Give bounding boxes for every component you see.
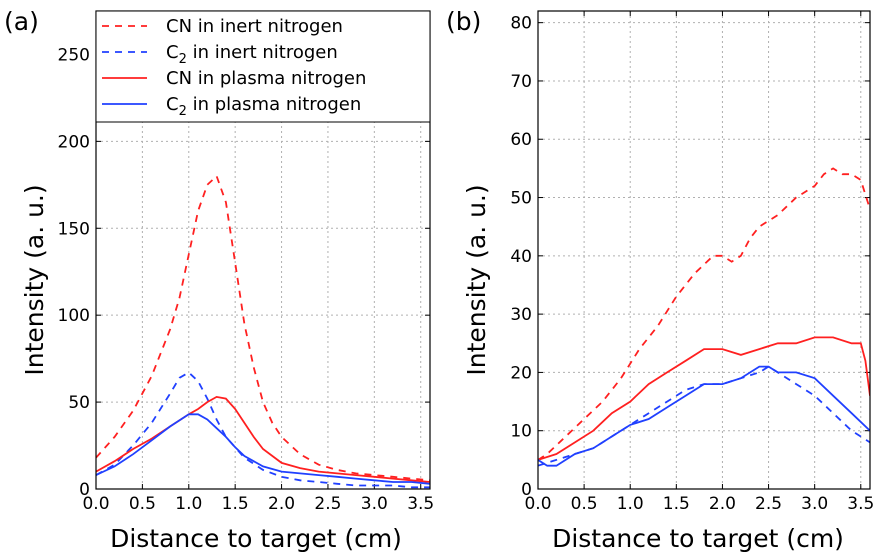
panel-b-xlabel: Distance to target (cm) bbox=[552, 524, 844, 553]
panel-b-ytick-label: 20 bbox=[510, 363, 532, 383]
legend-label-tail: in plasma nitrogen bbox=[187, 94, 361, 115]
panel-b-label: (b) bbox=[446, 7, 481, 36]
legend-label-main: C bbox=[166, 94, 179, 115]
panel-b-ytick-label: 70 bbox=[510, 72, 532, 92]
panel-b-ytick-label: 50 bbox=[510, 189, 532, 209]
panel-a-xtick-label: 1.0 bbox=[175, 494, 202, 514]
legend-label: C2 in plasma nitrogen bbox=[166, 94, 361, 119]
panel-b-ytick-label: 0 bbox=[521, 480, 532, 500]
panel-b-frame bbox=[537, 10, 871, 490]
panel-b-xtick-label: 0.5 bbox=[571, 494, 598, 514]
panel-b-xtick-label: 1.5 bbox=[663, 494, 690, 514]
panel-a-ticks: 0.0 0.5 1.0 1.5 2.0 2.5 3.0 3.5 0 50 100 150 200 250 bbox=[58, 11, 434, 514]
legend-label: C2 in inert nitrogen bbox=[166, 42, 338, 67]
panel-a-ytick-label: 0 bbox=[79, 480, 90, 500]
legend-box bbox=[95, 10, 431, 123]
panel-b-ylabel: Intensity (a. u.) bbox=[462, 184, 491, 375]
legend-label-subscript: 2 bbox=[179, 104, 187, 119]
panel-b-series bbox=[538, 167, 870, 467]
panel-b-xtick-label: 2.5 bbox=[755, 494, 782, 514]
legend-label: CN in inert nitrogen bbox=[166, 16, 343, 37]
legend-label-subscript: 2 bbox=[179, 52, 187, 67]
panel-b-ytick-label: 80 bbox=[510, 14, 532, 34]
panel-b-xtick-label: 3.5 bbox=[847, 494, 874, 514]
panel-a-ytick-label: 100 bbox=[58, 306, 90, 326]
panel-a-ytick-label: 50 bbox=[68, 393, 90, 413]
panel-a-xtick-label: 1.5 bbox=[222, 494, 249, 514]
legend-label-main: C bbox=[166, 42, 179, 63]
panel-a-xtick-label: 3.5 bbox=[407, 494, 434, 514]
panel-a-label: (a) bbox=[4, 7, 39, 36]
panel-a-series-c2-in-plasma-nitrogen bbox=[96, 413, 430, 485]
panel-b-ticks: 0.0 0.5 1.0 1.5 2.0 2.5 3.0 3.5 0 10 20 30 40 50 60 70 8… bbox=[510, 11, 874, 514]
panel-b-ytick-label: 10 bbox=[510, 422, 532, 442]
panel-b-series-cn-in-inert-nitrogen bbox=[538, 167, 870, 461]
panel-a-ylabel: Intensity (a. u.) bbox=[20, 184, 49, 375]
panel-a-xtick-label: 3.0 bbox=[361, 494, 388, 514]
panel-a-ytick-label: 200 bbox=[58, 132, 90, 152]
legend-label-main: CN in plasma nitrogen bbox=[166, 68, 366, 89]
panel-b-xtick-label: 0.0 bbox=[524, 494, 551, 514]
panel-a-series-cn-in-inert-nitrogen bbox=[96, 174, 430, 482]
panel-a-xtick-label: 0.5 bbox=[129, 494, 156, 514]
panel-b-series-c2-in-plasma-nitrogen bbox=[538, 365, 870, 467]
panel-a-ytick-label: 150 bbox=[58, 219, 90, 239]
panel-b: (b) 0.0 0.5 1.0 1.5 2.0 2.5 3.0 3.5 0 10 20 30 40 50 6… bbox=[446, 7, 874, 553]
panel-b-xtick-label: 1.0 bbox=[617, 494, 644, 514]
panel-b-ytick-label: 30 bbox=[510, 305, 532, 325]
panel-b-series-cn-in-plasma-nitrogen bbox=[538, 336, 870, 461]
panel-b-grid bbox=[537, 11, 870, 490]
panel-a-series-c2-in-inert-nitrogen bbox=[96, 371, 430, 489]
panel-a: (a) 0.0 0.5 1.0 1.5 2.0 2.5 3.0 3.5 0 50 100 150 200… bbox=[4, 7, 434, 553]
panel-b-xtick-label: 3.0 bbox=[801, 494, 828, 514]
panel-a-series bbox=[96, 174, 430, 489]
panel-b-xtick-label: 2.0 bbox=[709, 494, 736, 514]
panel-a-xlabel: Distance to target (cm) bbox=[110, 524, 402, 553]
panel-a-xtick-label: 2.0 bbox=[268, 494, 295, 514]
panel-a-xtick-label: 2.5 bbox=[314, 494, 341, 514]
legend-label-tail: in inert nitrogen bbox=[187, 42, 338, 63]
panel-a-xtick-label: 0.0 bbox=[82, 494, 109, 514]
panel-a-ytick-label: 250 bbox=[58, 45, 90, 65]
legend-label: CN in plasma nitrogen bbox=[166, 68, 366, 89]
legend-label-main: CN in inert nitrogen bbox=[166, 16, 343, 37]
panel-b-ytick-label: 40 bbox=[510, 247, 532, 267]
panel-b-ytick-label: 60 bbox=[510, 130, 532, 150]
